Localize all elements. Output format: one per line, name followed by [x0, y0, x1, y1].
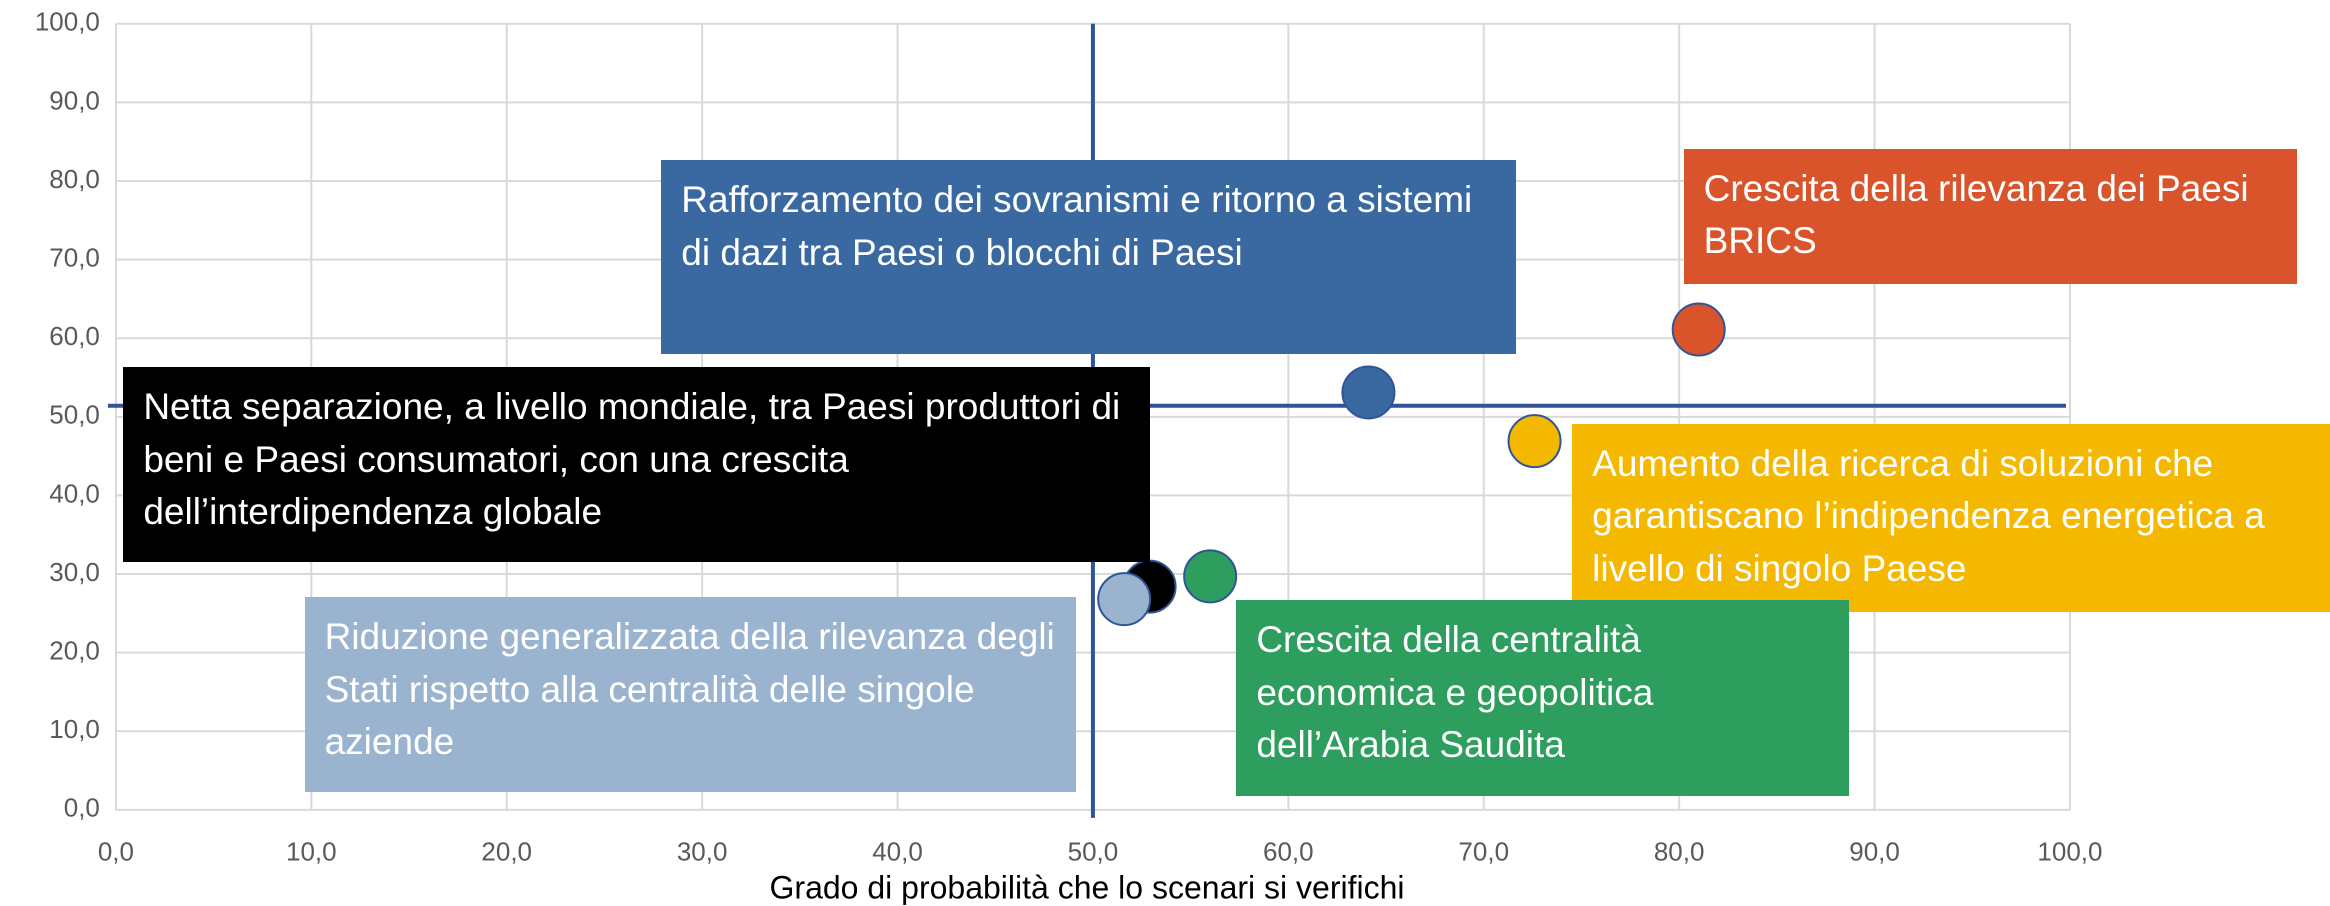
y-tick-label: 100,0 — [35, 7, 100, 37]
y-tick-label: 30,0 — [49, 557, 100, 587]
x-tick-label: 60,0 — [1263, 837, 1314, 867]
y-tick-label: 40,0 — [49, 478, 100, 508]
x-tick-label: 50,0 — [1068, 837, 1119, 867]
x-tick-label: 10,0 — [286, 837, 337, 867]
y-tick-label: 80,0 — [49, 164, 100, 194]
point — [1341, 365, 1396, 420]
y-tick-label: 0,0 — [64, 793, 100, 823]
point — [1097, 572, 1152, 627]
y-tick-label: 20,0 — [49, 636, 100, 666]
x-axis-label: Grado di probabilità che lo scenari si v… — [770, 869, 1405, 905]
y-tick-label: 70,0 — [49, 242, 100, 272]
x-tick-label: 30,0 — [677, 837, 728, 867]
scenario-label: Aumento della ricerca di soluzioni che g… — [1572, 423, 2330, 613]
x-tick-label: 0,0 — [98, 837, 134, 867]
scenario-label: Riduzione generalizzata della rilevanza … — [304, 597, 1076, 793]
x-tick-label: 70,0 — [1458, 837, 1509, 867]
scenario-label: Crescita della rilevanza dei Paesi BRICS — [1683, 148, 2298, 284]
point — [1507, 414, 1562, 469]
y-tick-label: 10,0 — [49, 714, 100, 744]
y-tick-label: 50,0 — [49, 400, 100, 430]
y-tick-label: 90,0 — [49, 85, 100, 115]
point — [1671, 302, 1726, 357]
scenario-label: Netta separazione, a livello mondiale, t… — [123, 367, 1151, 562]
x-tick-label: 90,0 — [1849, 837, 1900, 867]
x-tick-label: 40,0 — [872, 837, 923, 867]
point — [1183, 549, 1238, 604]
scenario-label: Rafforzamento dei sovranismi e ritorno a… — [661, 160, 1516, 354]
y-tick-label: 60,0 — [49, 321, 100, 351]
scenario-label: Crescita della centralità economica e ge… — [1236, 600, 1849, 797]
x-tick-label: 20,0 — [481, 837, 532, 867]
x-tick-label: 80,0 — [1654, 837, 1705, 867]
x-tick-label: 100,0 — [2037, 837, 2102, 867]
